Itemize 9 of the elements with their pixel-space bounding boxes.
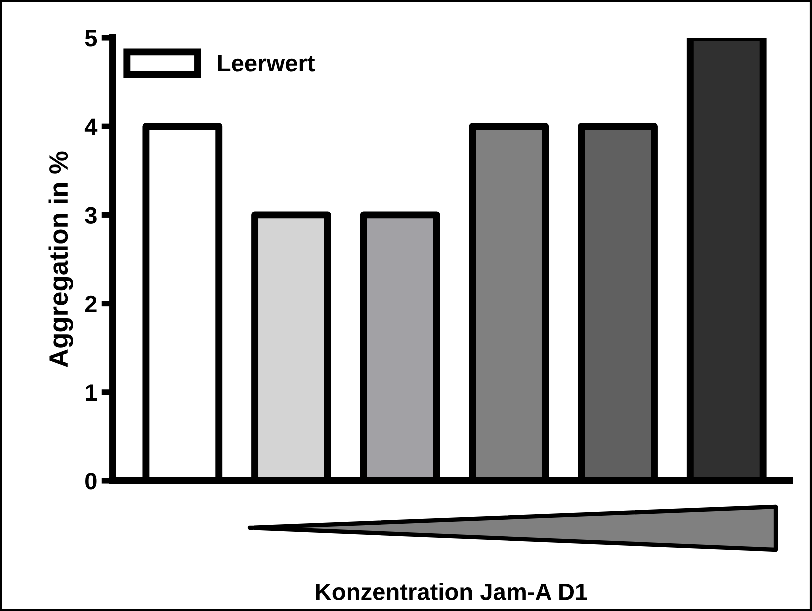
y-tick-label: 1 bbox=[86, 384, 98, 401]
legend-label: Leerwert bbox=[218, 55, 316, 72]
y-axis-title: Aggregation in % bbox=[48, 152, 74, 368]
y-tick-label: 3 bbox=[85, 207, 97, 224]
y-tick-label: 0 bbox=[86, 473, 97, 490]
x-axis-title: Konzentration Jam-A D1 bbox=[316, 583, 588, 600]
y-tick-label: 4 bbox=[84, 118, 98, 136]
y-tick-label: 5 bbox=[85, 30, 98, 47]
y-tick-label: 2 bbox=[85, 296, 97, 312]
